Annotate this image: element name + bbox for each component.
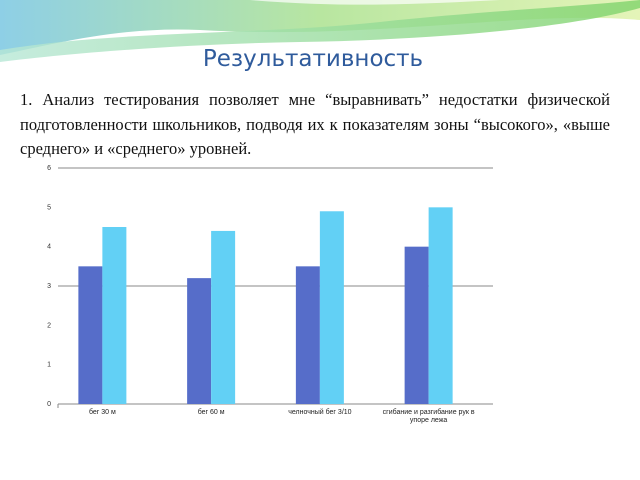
- bar: [404, 246, 429, 404]
- x-tick-label: сгибание и разгибание рук в упоре лежа: [382, 409, 475, 424]
- y-tick-label: 2: [47, 322, 51, 329]
- bar: [187, 278, 212, 404]
- x-tick-label: бег 60 м: [197, 409, 225, 416]
- decor-wave: [0, 0, 640, 62]
- y-tick-label: 3: [47, 283, 51, 290]
- bar: [319, 211, 344, 404]
- slide-text: 1. Анализ тестирования позволяет мне “вы…: [20, 90, 610, 158]
- y-tick-label: 6: [47, 165, 51, 172]
- bar: [102, 227, 127, 404]
- y-tick-label: 5: [47, 204, 51, 211]
- bar: [211, 230, 236, 404]
- y-tick-label: 1: [47, 362, 51, 369]
- x-tick-label: бег 30 м: [88, 409, 116, 416]
- y-tick-label: 4: [47, 244, 51, 251]
- slide-title: Результативность: [202, 46, 424, 72]
- bar: [295, 266, 320, 404]
- x-tick-label: челночный бег 3/10: [288, 409, 352, 416]
- y-tick-label: 0: [47, 401, 51, 408]
- decor-wave: [250, 0, 500, 5]
- bar: [78, 266, 103, 404]
- bar: [428, 207, 453, 404]
